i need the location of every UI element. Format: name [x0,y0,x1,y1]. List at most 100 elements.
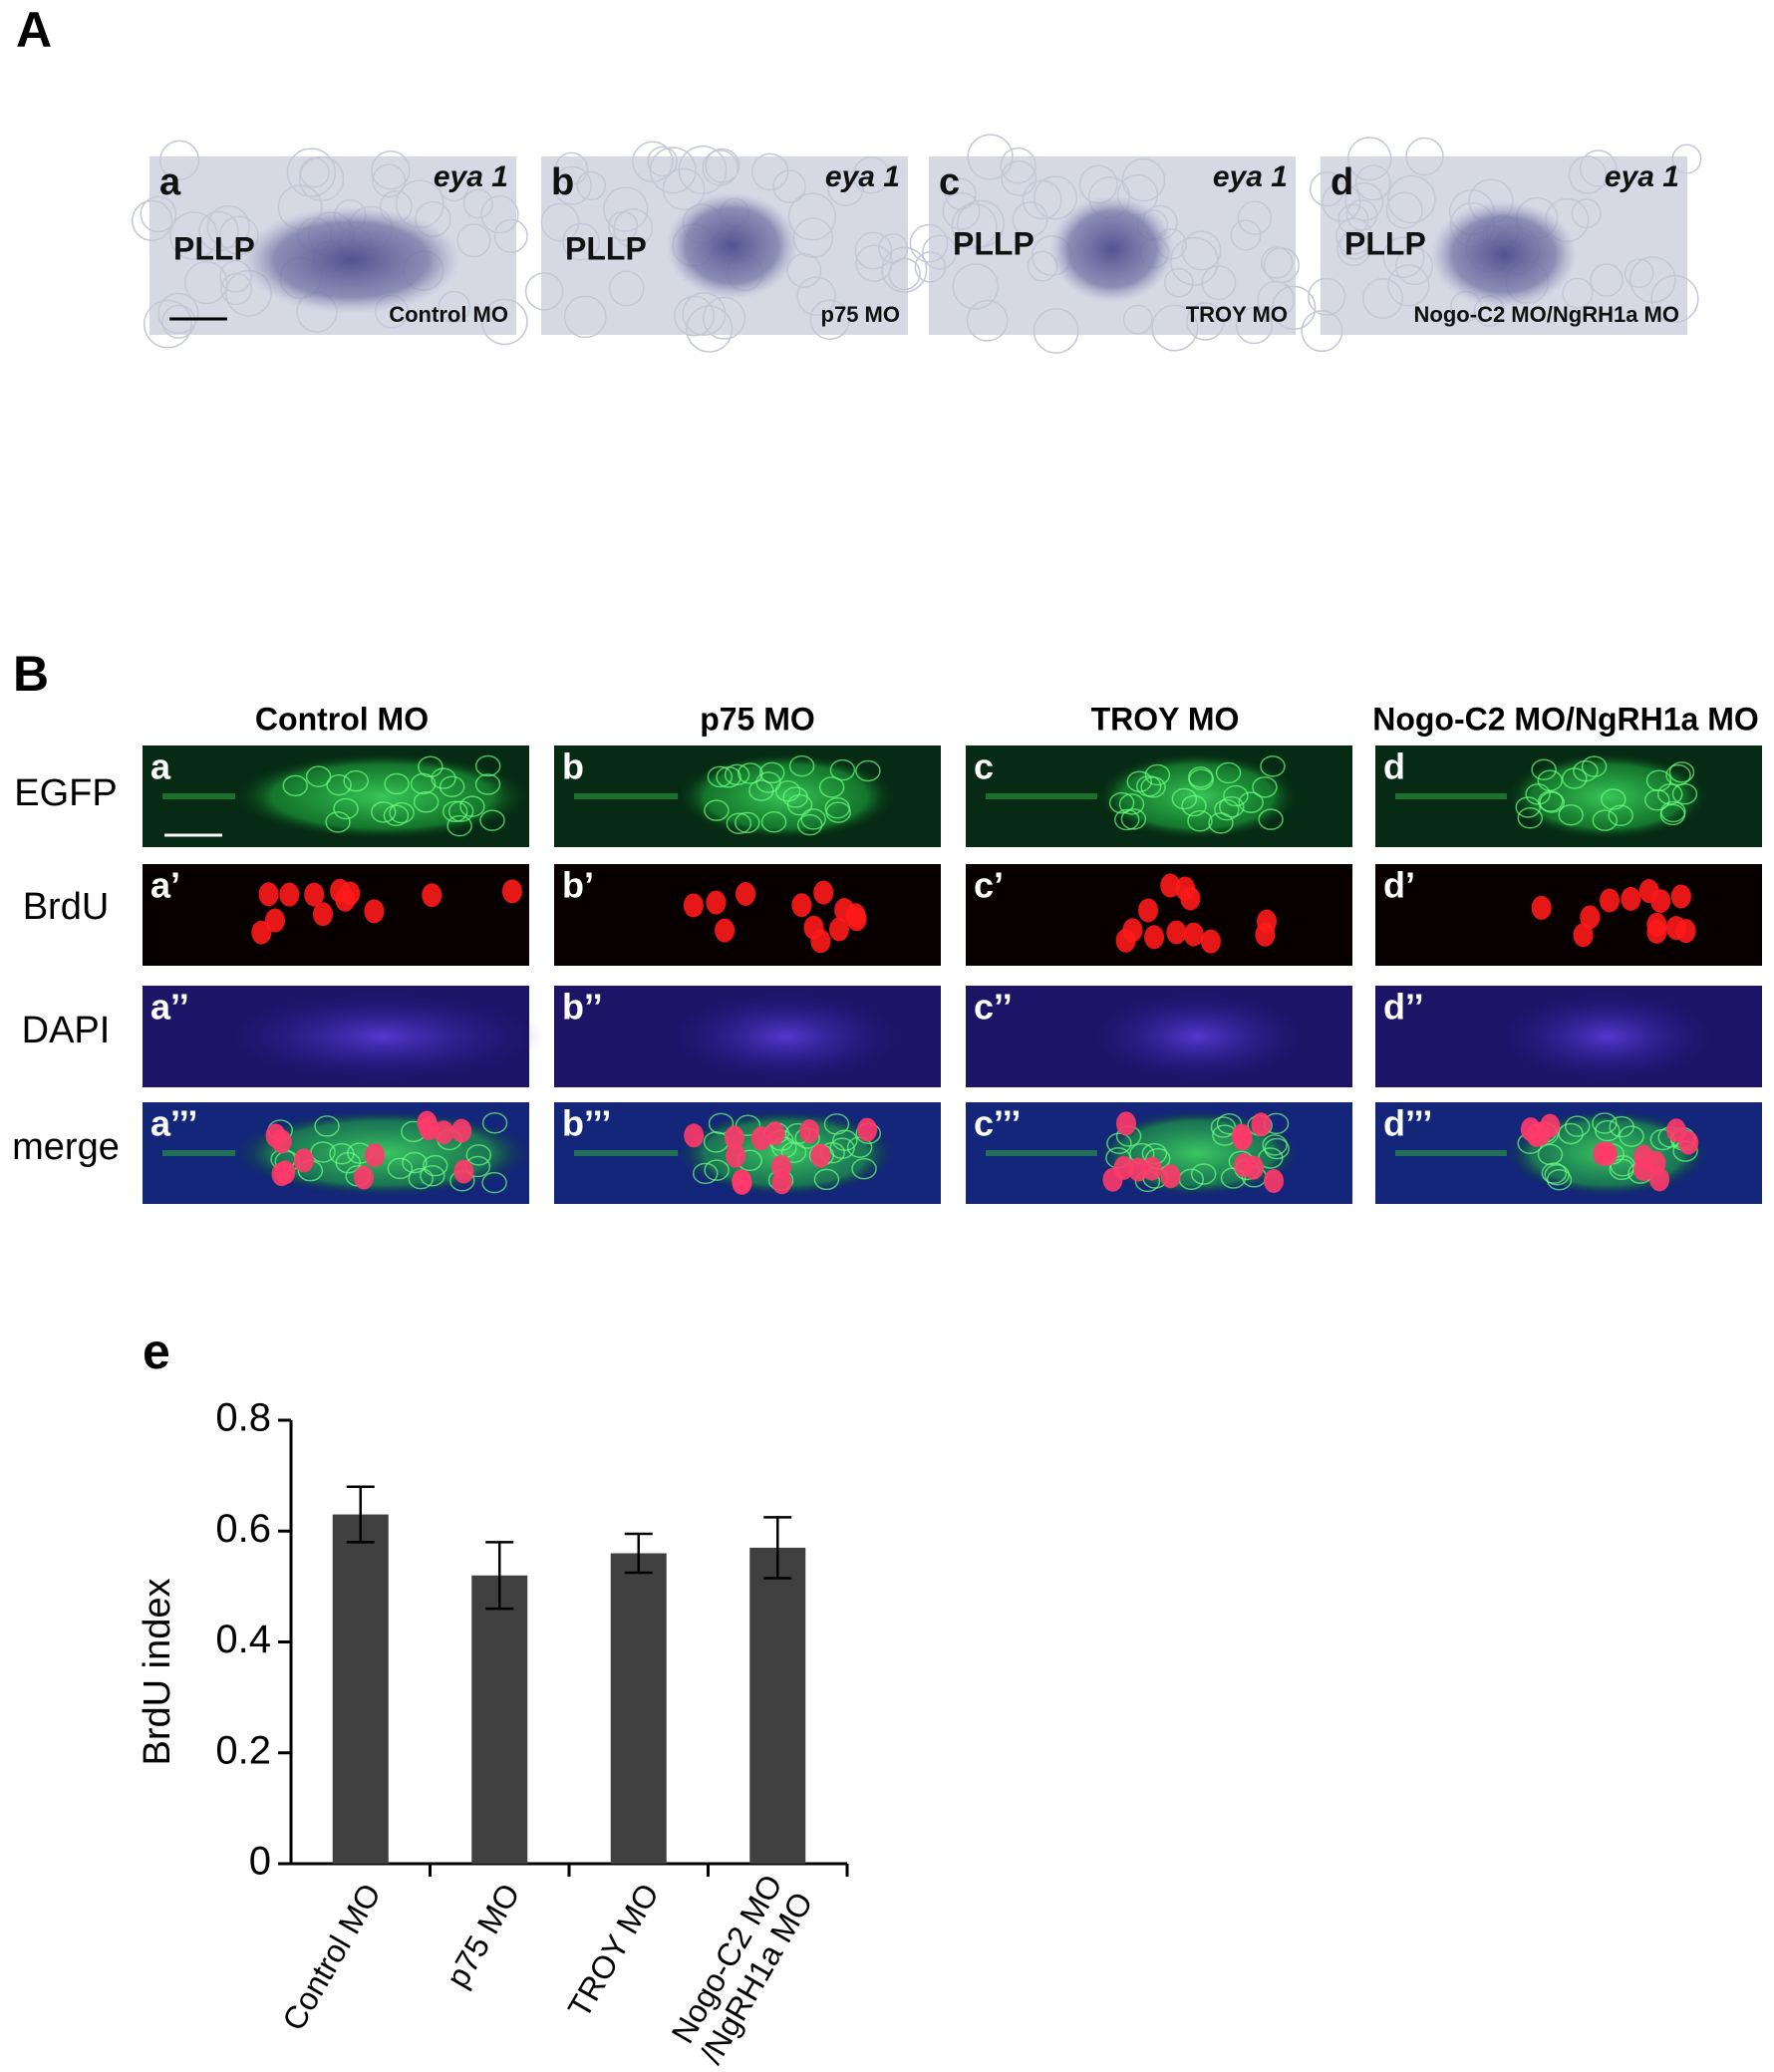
cell-membrane [1216,1112,1243,1135]
cell-membrane [1671,782,1698,805]
cell-outline [1000,147,1036,184]
brdu-nucleus [1160,1164,1181,1189]
cell-outline [613,208,654,248]
cell-membrane [1223,784,1249,807]
cell-membrane [402,1151,428,1174]
gene-label: eya 1 [825,160,900,193]
cell-outline [157,292,199,334]
brdu-nucleus [1115,1111,1136,1136]
cell-membrane [796,813,823,836]
cell-membrane [692,1162,719,1185]
row-label: DAPI [22,1010,111,1051]
cell-outline [298,155,345,202]
cell-outline [1339,229,1370,260]
panel-letter: b’ [562,865,594,906]
brdu-nucleus [1128,1157,1149,1182]
cell-outline [198,210,239,252]
brdu-nucleus [271,1129,292,1154]
cell-membrane [851,1157,877,1180]
micrograph [1375,864,1762,966]
cell-membrane [823,1113,850,1135]
cell-membrane [474,754,501,777]
panel-label: e [143,1324,170,1379]
cell-outline [796,276,837,316]
cell-membrane [383,804,410,827]
brdu-nucleus [313,902,334,927]
cell-membrane [1120,808,1147,830]
cell-outline [140,195,177,233]
cell-outline [608,210,639,241]
brdu-nucleus [1621,886,1641,911]
error-bar [485,1541,514,1611]
cell-outline [967,134,1014,180]
brdu-nucleus [364,899,385,924]
cell-outline [456,223,491,258]
cell-outline [1568,155,1608,194]
panel-letter: a’ [150,865,180,906]
y-tick-label: 0.8 [215,1396,271,1440]
cell-outline [563,295,607,339]
micrograph [143,864,529,966]
cell-membrane [1208,812,1234,834]
cell-outline [540,202,580,242]
brdu-nucleus [1600,888,1621,913]
cell-membrane [1144,763,1171,786]
panel-letter: a [150,746,171,787]
panel-letter: c [939,161,960,203]
cell-outline [1387,264,1430,307]
cell-membrane [422,1154,448,1177]
error-bar [763,1516,792,1580]
cell-membrane [310,1141,336,1163]
bar [471,1575,528,1864]
cell-membrane [788,754,815,777]
cell-outline [750,152,789,191]
cell-membrane [1252,776,1278,798]
cell-membrane [824,797,850,819]
brdu-nucleus [275,1160,296,1185]
brdu-nucleus [715,918,736,943]
cell-outline [1628,256,1676,304]
cell-outline [576,170,607,201]
cell-membrane [707,765,734,788]
cell-membrane [481,1111,508,1134]
error-bar [624,1532,653,1575]
brdu-nucleus [1166,920,1187,945]
cell-outline [608,270,645,307]
column-header: p75 MO [700,701,815,737]
panel-letter: d [1383,746,1405,787]
column-header: Nogo-C2 MO/NgRH1a MO [1372,701,1759,737]
brdu-nucleus [354,1165,375,1190]
cell-membrane [704,799,730,821]
cell-outline [371,149,411,190]
stained-primordium [241,206,461,314]
cell-outline [877,232,909,264]
panel-letter: c’ [974,865,1004,906]
cell-outline [603,186,649,232]
cell-outline [524,272,564,311]
cell-outline [852,155,891,194]
brdu-nucleus [1122,918,1143,943]
cell-membrane [343,769,369,792]
cell-membrane [1539,791,1565,813]
brdu-nucleus [732,1170,752,1195]
panel-letter: b [551,161,574,203]
cell-outline [439,171,469,202]
cell-membrane [1592,1112,1618,1134]
y-tick-label: 0.4 [215,1618,271,1661]
cell-membrane [1181,794,1207,817]
cell-outline [772,169,806,203]
brdu-nucleus [791,893,812,918]
cell-outline [909,223,949,263]
cell-membrane [442,800,468,823]
y-tick-label: 0.2 [215,1728,271,1772]
x-tick-label: Nogo-C2 MO/NgRH1a MO [663,1869,820,2070]
cell-membrane [481,1171,507,1194]
cell-membrane [446,814,472,837]
dapi-signal [1086,991,1309,1082]
cell-membrane [813,1168,840,1191]
cell-outline [914,251,947,283]
cell-outline [632,141,674,183]
cell-outline [1590,263,1624,297]
brdu-nucleus [1573,923,1594,948]
